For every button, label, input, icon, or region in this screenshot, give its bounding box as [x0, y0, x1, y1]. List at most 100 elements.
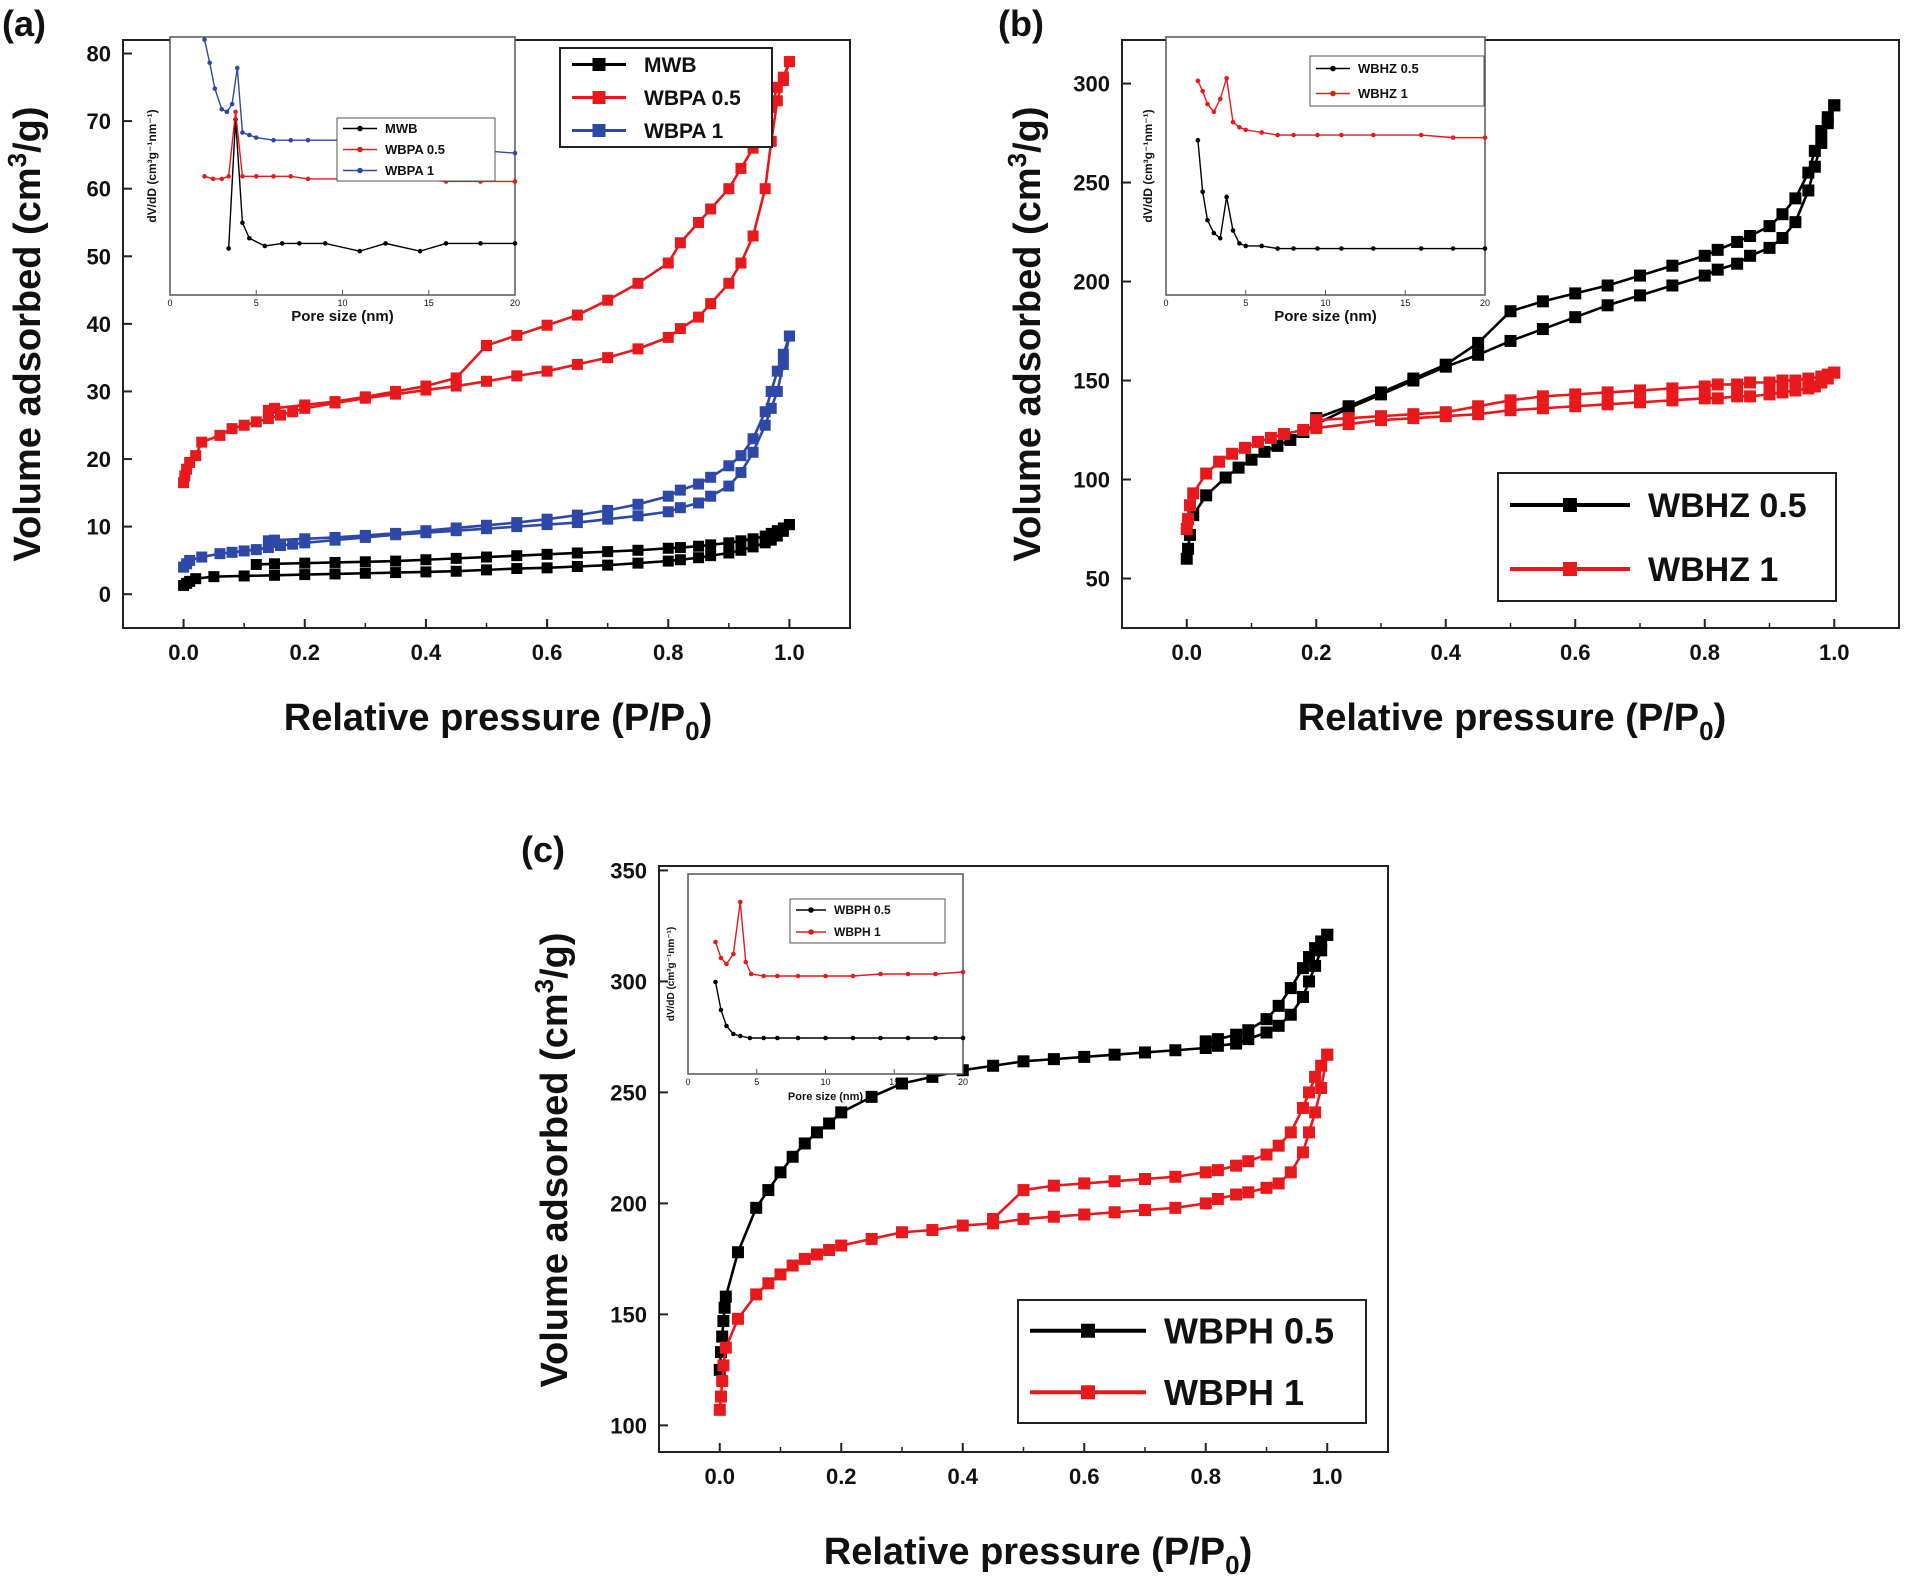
data-point [299, 569, 311, 581]
inset-point [761, 1035, 766, 1041]
data-point [268, 569, 280, 581]
data-point [777, 348, 789, 360]
chart-panel-c: (c)0.0 0.2 0.4 0.6 0.8 1.0100150200250300350R… [521, 829, 1389, 1580]
data-point [798, 1137, 811, 1150]
data-point [735, 544, 747, 556]
data-point [511, 550, 523, 562]
inset-point [737, 1033, 743, 1039]
data-point [1296, 1101, 1309, 1114]
data-point [1711, 263, 1724, 276]
inset-point [737, 899, 743, 905]
data-point [926, 1224, 939, 1237]
data-point [250, 544, 262, 556]
inset-x-tick-label: 15 [889, 1077, 899, 1087]
inset-point [1450, 246, 1456, 251]
inset-point [202, 174, 207, 179]
data-point [1199, 1035, 1212, 1048]
data-point [1789, 384, 1802, 397]
inset-point [724, 961, 729, 967]
x-tick-label: 0.8 [1190, 1464, 1221, 1489]
data-point [1284, 1126, 1297, 1139]
inset-point [233, 109, 238, 115]
data-point [1047, 1210, 1060, 1223]
data-point [190, 450, 202, 462]
data-point [1744, 230, 1757, 242]
data-point [1569, 311, 1582, 324]
inset-point [933, 971, 938, 977]
data-point [747, 433, 759, 445]
data-point [662, 331, 674, 343]
inset-legend: WBPH 0.5 WBPH 1 [789, 898, 946, 944]
inset-point [1275, 132, 1280, 138]
data-point [1264, 431, 1277, 444]
inset-point [357, 248, 363, 254]
legend-box [1017, 1299, 1367, 1424]
data-point [1017, 1212, 1030, 1225]
y-tick-label: 250 [1073, 171, 1110, 196]
inset-point [262, 243, 268, 249]
data-point [1108, 1175, 1121, 1188]
data-point [214, 429, 226, 441]
data-point [511, 370, 523, 382]
inset-point [1482, 135, 1488, 140]
y-tick-label: 250 [610, 1080, 647, 1105]
data-point [674, 323, 686, 335]
data-point [714, 1390, 727, 1403]
data-point [693, 540, 705, 552]
inset-point [713, 939, 718, 945]
inset-point [1371, 132, 1376, 138]
y-axis-title: Volume adsorbed (cm3/g) [529, 932, 576, 1387]
inset-point [1315, 132, 1320, 138]
data-point [268, 558, 280, 570]
data-point [481, 339, 492, 351]
legend: MWB WBPA 0.5 WBPA 1 [559, 47, 773, 148]
data-point [1536, 402, 1549, 415]
data-point [632, 544, 644, 556]
inset-x-tick-label: 10 [1320, 298, 1330, 308]
data-point [1242, 1155, 1255, 1168]
inset-point [1339, 132, 1344, 138]
data-point [693, 497, 705, 509]
inset-point [234, 65, 240, 71]
data-point [329, 531, 341, 543]
data-point [1296, 962, 1309, 975]
inset-legend-label: WBPH 0.5 [834, 903, 891, 917]
data-point [717, 1359, 730, 1372]
data-point [771, 365, 783, 377]
legend-label: WBPA 1 [644, 120, 724, 143]
x-axis-title-main: Relative pressure (P/P [1298, 697, 1699, 739]
y-tick-label: 200 [1073, 270, 1110, 295]
data-point [783, 56, 795, 68]
data-point [481, 551, 492, 563]
data-point [1601, 398, 1614, 411]
data-point [1698, 269, 1711, 282]
inset-point [212, 86, 218, 91]
data-point [1711, 392, 1724, 405]
x-axis-title-sub: 0 [1225, 1550, 1239, 1580]
inset-point [219, 106, 225, 112]
data-point [1303, 951, 1316, 964]
data-point [783, 330, 795, 342]
data-point [208, 571, 220, 583]
inset-series-wbph-0.5 [713, 979, 966, 1041]
data-point [450, 565, 462, 577]
series-wbph-0.5 [713, 928, 1334, 1376]
data-point [420, 525, 432, 537]
inset-point [1224, 194, 1229, 200]
data-point [184, 575, 196, 587]
y-axis-title-end: /g) [534, 932, 576, 978]
inset-x-axis-title: Pore size (nm) [1274, 308, 1377, 325]
inset-point [1217, 235, 1223, 241]
data-point [268, 534, 280, 546]
data-point [1776, 208, 1789, 221]
data-point [765, 534, 777, 546]
panel-label: (c) [521, 829, 565, 870]
inset-legend-label: WBHZ 0.5 [1358, 61, 1419, 76]
data-point [632, 498, 644, 510]
data-point [390, 567, 402, 579]
inset-legend: MWB WBPA 0.5 WBPA 1 [336, 117, 496, 182]
data-point [1731, 235, 1744, 248]
legend-label: WBHZ 0.5 [1648, 487, 1807, 525]
data-point [759, 419, 771, 431]
data-point [1731, 257, 1744, 270]
